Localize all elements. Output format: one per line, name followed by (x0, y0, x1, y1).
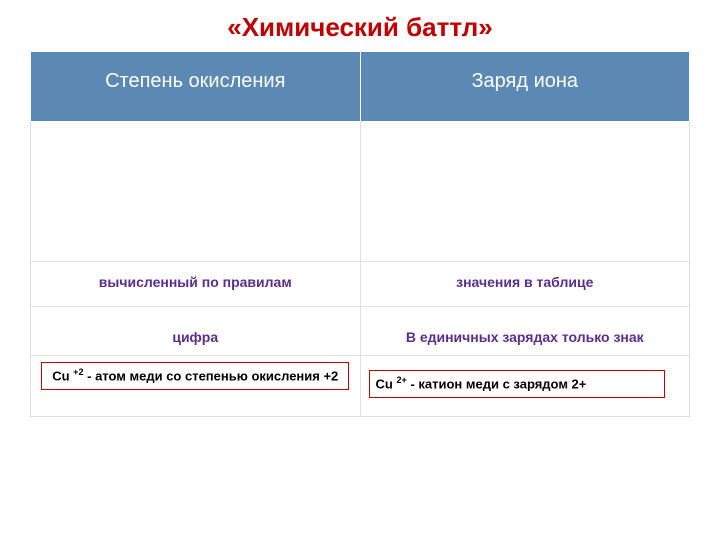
example-right-cell: Cu 2+ - катион меди с зарядом 2+ (360, 356, 690, 417)
purple1-col2: значения в таблице (360, 262, 690, 307)
example-left-box: Cu +2 - атом меди со степенью окисления … (41, 362, 349, 390)
example-right-sup: 2+ (396, 375, 406, 385)
comparison-table: Степень окисления Заряд иона вычисленный… (30, 51, 690, 417)
purple2-col1: цифра (31, 307, 361, 356)
empty-row (31, 122, 690, 262)
purple-row-1: вычисленный по правилам значения в табли… (31, 262, 690, 307)
example-left-prefix: Cu (52, 368, 73, 383)
purple-row-2: цифра В единичных зарядах только знак (31, 307, 690, 356)
purple2-col2: В единичных зарядах только знак (360, 307, 690, 356)
example-left-rest: - атом меди со степенью окисления +2 (84, 368, 339, 383)
example-right-prefix: Cu (376, 376, 397, 391)
page-title: «Химический баттл» (30, 12, 690, 43)
example-left-sup: +2 (73, 367, 83, 377)
empty-cell-1 (31, 122, 361, 262)
example-left-cell: Cu +2 - атом меди со степенью окисления … (31, 356, 361, 417)
table-header-row: Степень окисления Заряд иона (31, 52, 690, 122)
empty-cell-2 (360, 122, 690, 262)
header-col1: Степень окисления (31, 52, 361, 122)
header-col2: Заряд иона (360, 52, 690, 122)
example-row: Cu +2 - атом меди со степенью окисления … (31, 356, 690, 417)
purple1-col1: вычисленный по правилам (31, 262, 361, 307)
example-right-rest: - катион меди с зарядом 2+ (407, 376, 587, 391)
example-right-box: Cu 2+ - катион меди с зарядом 2+ (369, 370, 666, 398)
